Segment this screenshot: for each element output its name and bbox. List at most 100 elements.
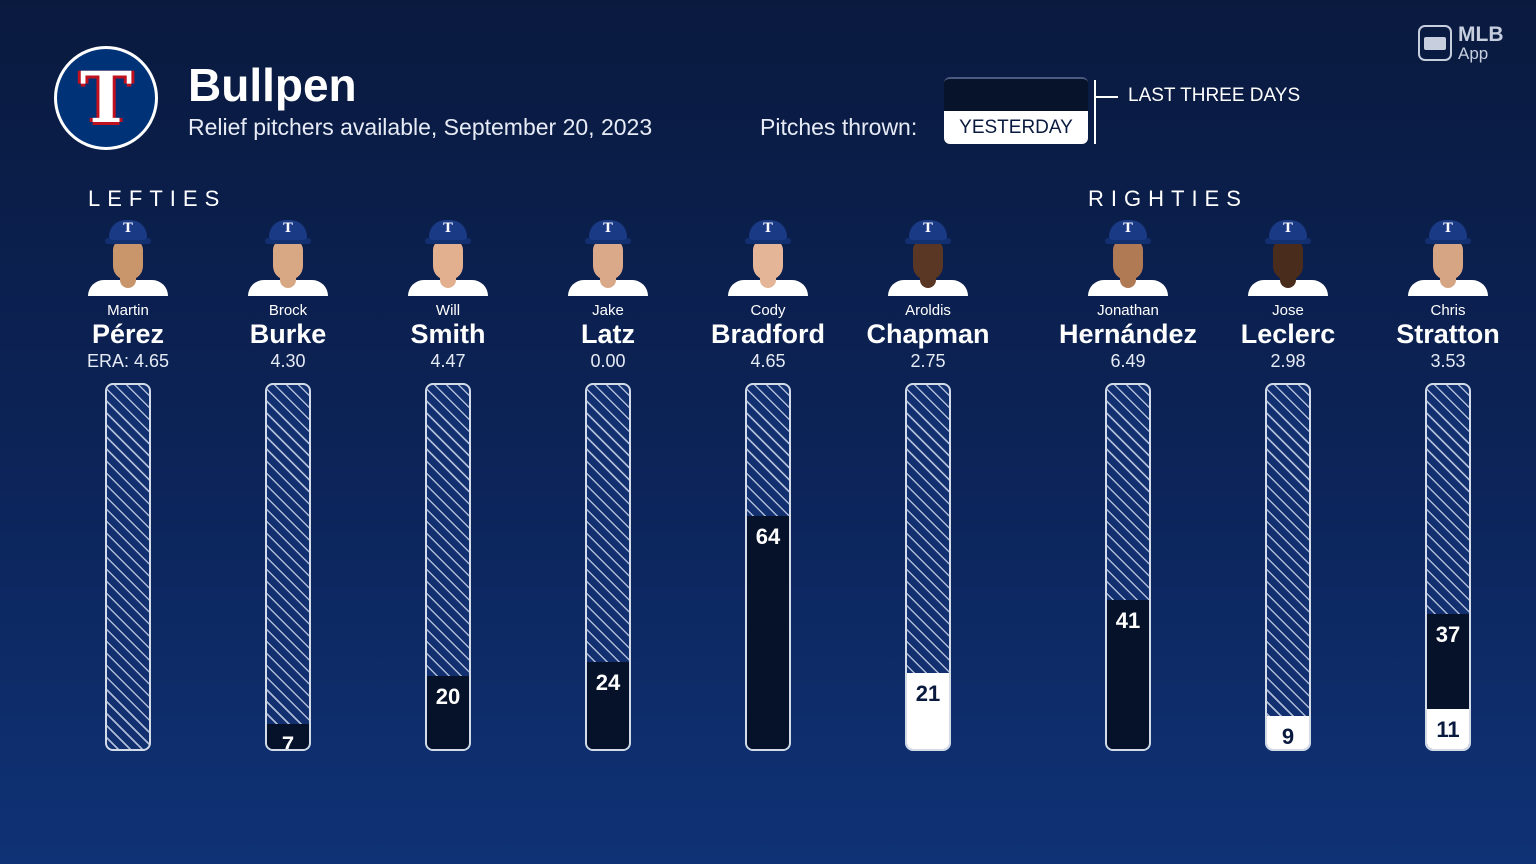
headshot-cap: T — [589, 220, 627, 240]
pitcher-first-name: Will — [435, 302, 461, 319]
pitcher-last-name: Chapman — [866, 319, 990, 349]
pitches-thrown-label: Pitches thrown: — [760, 114, 918, 140]
player-headshot-icon: T — [248, 216, 328, 296]
pitcher-last-name: Smith — [410, 319, 486, 349]
headshot-cap-letter: T — [603, 221, 613, 236]
team-logo-icon: T — [54, 46, 158, 150]
bar-segment-last-three-days — [587, 661, 629, 749]
headshot-cap-letter: T — [443, 221, 453, 236]
pitcher-first-name: Martin — [107, 302, 149, 319]
legend-last-three-days-label: LAST THREE DAYS — [1128, 85, 1301, 106]
bar-value-label: 41 — [1115, 607, 1141, 633]
bar-value-label: 64 — [755, 524, 781, 550]
headshot-cap-brim — [745, 238, 791, 244]
pitch-bar-perez — [105, 383, 151, 751]
headshot-collar — [920, 278, 936, 288]
pitch-bar-chapman: 21 — [905, 383, 951, 751]
headshot-jersey — [408, 280, 488, 296]
bar-value-label: 7 — [281, 731, 295, 751]
mlb-logo-text: MLB — [1458, 23, 1504, 46]
group-label-righties: RIGHTIES — [1088, 186, 1248, 211]
headshot-cap: T — [1109, 220, 1147, 240]
pitcher-card-smith: T Will Smith 4.47 — [368, 216, 528, 372]
headshot-collar — [280, 278, 296, 288]
page-subtitle: Relief pitchers available, September 20,… — [188, 114, 653, 140]
headshot-cap-brim — [905, 238, 951, 244]
legend-bracket — [1094, 80, 1096, 144]
player-headshot-icon: T — [88, 216, 168, 296]
headshot-cap-letter: T — [923, 221, 933, 236]
bar-value-label-yesterday: 9 — [1281, 724, 1295, 750]
pitcher-last-name: Leclerc — [1240, 319, 1336, 349]
pitcher-era: 3.53 — [1430, 351, 1466, 371]
pitcher-last-name: Burke — [249, 319, 327, 349]
player-headshot-icon: T — [1408, 216, 1488, 296]
pitcher-era: 2.75 — [910, 351, 946, 371]
headshot-cap: T — [429, 220, 467, 240]
pitcher-last-name: Latz — [581, 319, 635, 349]
headshot-cap: T — [109, 220, 147, 240]
pitcher-card-latz: T Jake Latz 0.00 — [528, 216, 688, 372]
headshot-cap-letter: T — [763, 221, 773, 236]
group-label-lefties: LEFTIES — [88, 186, 227, 211]
headshot-cap-letter: T — [123, 221, 133, 236]
headshot-face — [273, 240, 303, 280]
headshot-face — [113, 240, 143, 280]
pitcher-last-name: Pérez — [91, 319, 165, 349]
legend-yesterday-label: YESTERDAY — [959, 116, 1073, 138]
bar-value-label: 20 — [435, 684, 461, 710]
pitch-bar-burke: 7 — [265, 383, 311, 751]
headshot-cap-brim — [1105, 238, 1151, 244]
pitcher-last-name: Stratton — [1396, 319, 1500, 349]
headshot-collar — [440, 278, 456, 288]
bar-value-label-yesterday: 11 — [1436, 716, 1460, 742]
pitch-bar-hernandez: 41 — [1105, 383, 1151, 751]
bar-segment-yesterday — [1267, 716, 1309, 749]
mlb-app-logo-icon: MLB App — [1418, 24, 1504, 62]
pitcher-card-perez: T Martin Pérez ERA: 4.65 — [48, 216, 208, 372]
player-headshot-icon: T — [1088, 216, 1168, 296]
pitch-bar-leclerc: 9 — [1265, 383, 1311, 751]
pitcher-era: 4.30 — [270, 351, 306, 371]
pitcher-first-name: Jonathan — [1097, 302, 1159, 319]
pitcher-first-name: Cody — [750, 302, 786, 319]
page-title: Bullpen — [188, 59, 357, 111]
pitcher-last-name: Hernández — [1058, 319, 1198, 349]
headshot-cap-brim — [585, 238, 631, 244]
player-headshot-icon: T — [408, 216, 488, 296]
pitcher-first-name: Aroldis — [905, 302, 951, 319]
player-headshot-icon: T — [728, 216, 808, 296]
pitcher-era: 4.65 — [750, 351, 786, 371]
player-headshot-icon: T — [1248, 216, 1328, 296]
pitcher-era: 4.47 — [430, 351, 466, 371]
headshot-cap-letter: T — [1283, 221, 1293, 236]
pitcher-first-name: Jose — [1272, 302, 1304, 319]
bar-value-label: 37 — [1435, 622, 1461, 648]
pitcher-era: ERA: 4.65 — [86, 351, 170, 371]
pitcher-card-burke: T Brock Burke 4.30 — [208, 216, 368, 372]
headshot-cap-letter: T — [283, 221, 293, 236]
bar-segment-last-three-days — [747, 516, 789, 749]
headshot-cap: T — [1269, 220, 1307, 240]
headshot-cap-brim — [265, 238, 311, 244]
pitcher-card-bradford: T Cody Bradford 4.65 — [688, 216, 848, 372]
pitch-bar-latz: 24 — [585, 383, 631, 751]
legend-swatch-yesterday: YESTERDAY — [944, 111, 1088, 144]
headshot-jersey — [1248, 280, 1328, 296]
headshot-face — [1273, 240, 1303, 280]
headshot-collar — [1280, 278, 1296, 288]
bar-segment-last-three-days — [1107, 599, 1149, 749]
bar-segment-yesterday — [1427, 708, 1469, 749]
pitcher-card-stratton: T Chris Stratton 3.53 — [1368, 216, 1528, 372]
bar-segment-last-three-days — [267, 723, 309, 749]
headshot-cap: T — [269, 220, 307, 240]
pitcher-first-name: Jake — [592, 302, 624, 319]
headshot-collar — [1120, 278, 1136, 288]
headshot-face — [753, 240, 783, 280]
headshot-cap-brim — [105, 238, 151, 244]
headshot-jersey — [1088, 280, 1168, 296]
pitcher-first-name: Brock — [268, 302, 308, 319]
pitch-bar-bradford: 64 — [745, 383, 791, 751]
headshot-cap-brim — [425, 238, 471, 244]
headshot-collar — [600, 278, 616, 288]
